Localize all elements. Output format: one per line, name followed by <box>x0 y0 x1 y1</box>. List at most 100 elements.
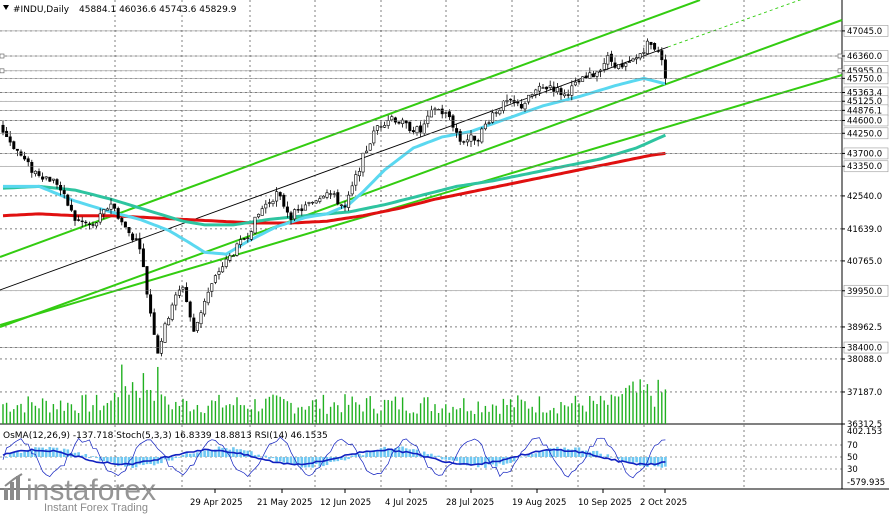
volume-bars <box>2 364 667 424</box>
volume-bar <box>599 395 602 424</box>
volume-bar <box>437 412 440 424</box>
volume-bar <box>524 401 526 424</box>
osma-bar <box>289 457 293 464</box>
candle-body <box>109 203 113 210</box>
osma-bar <box>253 455 257 457</box>
volume-bar <box>513 407 515 424</box>
volume-bar <box>434 404 436 424</box>
candle-body <box>429 109 433 118</box>
candle-body <box>534 89 538 95</box>
candle-body <box>408 121 412 131</box>
volume-bar <box>63 410 65 424</box>
volume-bar <box>45 400 47 424</box>
price-tick: 41639.0 <box>842 225 882 235</box>
osma-bar <box>592 450 595 457</box>
level-end-marker <box>837 53 843 59</box>
candle-body <box>5 130 9 138</box>
osma-bar <box>530 454 534 457</box>
candle-body <box>246 237 250 240</box>
volume-bar <box>59 400 62 424</box>
osma-bar <box>178 457 181 458</box>
osma-bar <box>624 457 628 463</box>
volume-bar <box>185 400 188 424</box>
osma-bar <box>379 448 383 457</box>
osma-bar <box>433 455 437 457</box>
candle-body <box>123 221 127 228</box>
chart-menu-arrow-icon[interactable] <box>3 5 9 10</box>
volume-bar <box>160 394 163 424</box>
osma-bar <box>462 457 466 464</box>
osma-bar <box>271 457 275 459</box>
candle-body <box>433 108 437 111</box>
candle-body <box>613 62 617 68</box>
volume-bar <box>135 390 137 424</box>
osma-bar <box>376 450 379 457</box>
osma-bar <box>404 448 408 457</box>
osma-bar <box>95 457 98 459</box>
candle-body <box>127 227 131 234</box>
osma-bar <box>242 450 246 457</box>
volume-bar <box>401 397 404 424</box>
volume-bar <box>128 394 130 424</box>
volume-bar <box>304 409 307 424</box>
candle-body <box>311 201 315 204</box>
candle-body <box>33 170 37 175</box>
osma-bar <box>422 451 426 457</box>
volume-bar <box>455 409 458 424</box>
volume-bar <box>581 405 584 424</box>
osma-bar <box>541 451 545 457</box>
volume-bar <box>365 398 368 424</box>
candle-body <box>275 191 279 202</box>
osma-bar <box>606 454 610 457</box>
candle-body <box>318 198 322 202</box>
candle-body <box>458 131 462 142</box>
osma-bar <box>16 451 19 457</box>
watermark-brand: instaforex <box>26 474 156 507</box>
osma-bar <box>620 457 624 462</box>
osma-bar <box>458 457 462 466</box>
osma-bar <box>170 457 174 461</box>
price-tick: 45750.0 <box>842 72 889 84</box>
volume-bar <box>171 409 173 424</box>
volume-bar <box>484 405 487 424</box>
candle-body <box>271 200 275 205</box>
osma-bar <box>5 457 8 458</box>
candle-body <box>548 85 552 88</box>
candle-body <box>498 110 502 115</box>
volume-bar <box>286 401 289 424</box>
candle-body <box>545 86 549 90</box>
candle-body <box>120 217 124 223</box>
volume-bar <box>221 407 224 424</box>
volume-bar <box>427 397 429 424</box>
time-tick-label: 2 Oct 2025 <box>640 498 687 508</box>
volume-bar <box>239 404 242 424</box>
osma-bar <box>120 457 124 464</box>
candle-body <box>149 294 153 314</box>
candle-body <box>620 63 624 68</box>
candle-body <box>235 243 239 256</box>
candle-body <box>663 59 667 79</box>
osma-bar <box>296 457 300 466</box>
osma-bar <box>167 457 170 461</box>
osma-bar <box>617 457 620 459</box>
candle-body <box>77 219 81 221</box>
osma-bar <box>26 449 30 457</box>
volume-bar <box>664 389 667 424</box>
ema-slow-line <box>2 151 666 225</box>
volume-bar <box>337 405 339 424</box>
candle-body <box>69 204 73 211</box>
volume-bar <box>146 389 148 424</box>
osma-bar <box>588 452 592 457</box>
osma-bar <box>638 457 642 466</box>
volume-bar <box>589 396 591 424</box>
symbol-label: #INDU,Daily <box>13 5 70 15</box>
chart-header: #INDU,Daily 45884.1 46036.6 45743.6 4582… <box>3 5 237 15</box>
osma-bar <box>563 447 566 457</box>
volume-bar <box>563 405 566 424</box>
volume-bar <box>293 413 296 424</box>
candle-body <box>62 190 66 195</box>
osma-bar <box>163 457 167 460</box>
osma-bar <box>520 457 523 458</box>
volume-bar <box>445 404 447 424</box>
